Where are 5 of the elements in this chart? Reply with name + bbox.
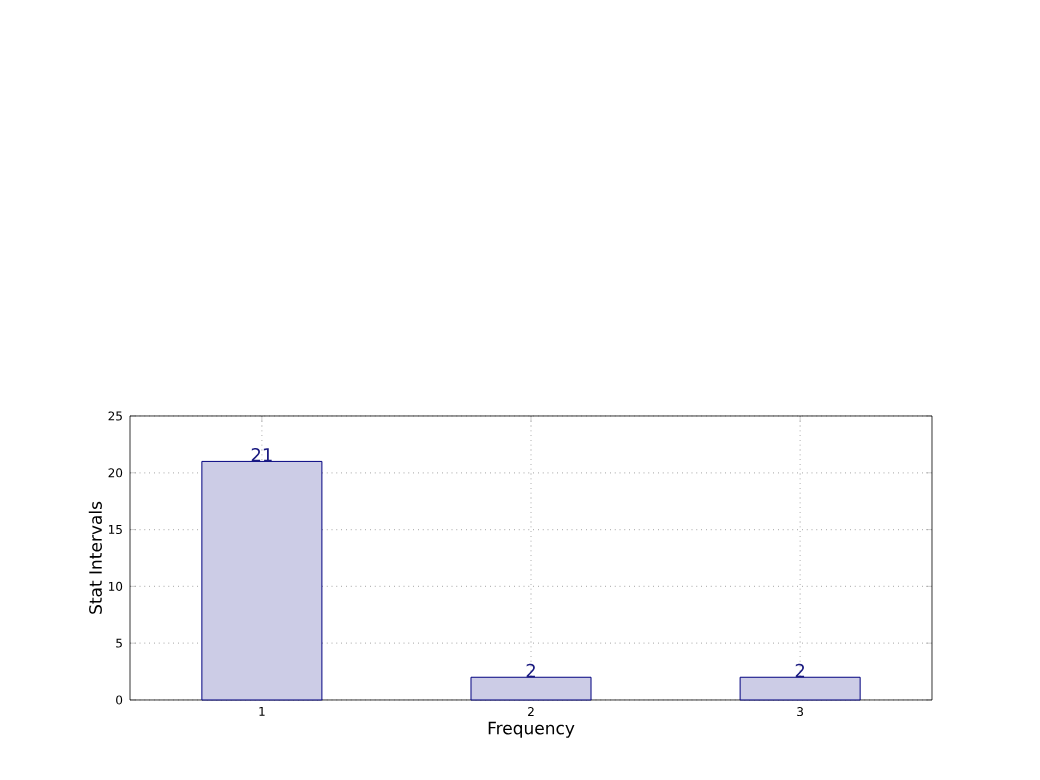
y-axis-title: Stat Intervals [88,501,102,614]
x-axis-title: Frequency [488,721,575,738]
data-label: 2 [795,663,805,678]
data-label: 21 [251,447,272,462]
data-label: 2 [526,663,535,678]
